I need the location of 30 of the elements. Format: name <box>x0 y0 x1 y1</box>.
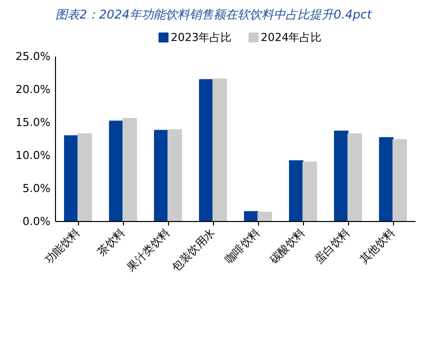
bar <box>258 212 272 222</box>
y-tick-label: 10.0% <box>16 149 51 162</box>
x-tick-label: 咖啡饮料 <box>222 226 263 266</box>
legend-label: 2023年占比 <box>170 31 232 44</box>
bar <box>212 78 227 222</box>
chart-title: 图表2：2024年功能饮料销售额在软饮料中占比提升0.4pct <box>56 8 373 22</box>
bar <box>168 129 182 222</box>
x-tick-label: 其他饮料 <box>357 226 398 266</box>
bar <box>199 79 214 222</box>
bar <box>289 160 304 222</box>
bar <box>154 130 168 222</box>
bar <box>348 133 362 222</box>
bar <box>334 130 348 222</box>
bar <box>302 162 317 222</box>
y-tick-label: 0.0% <box>22 215 51 228</box>
x-tick-label: 功能饮料 <box>42 226 83 266</box>
bar <box>78 133 92 222</box>
bar <box>64 135 78 222</box>
legend-label: 2024年占比 <box>260 31 322 44</box>
bar <box>379 137 394 222</box>
x-tick-label: 碳酸饮料 <box>266 226 308 267</box>
x-tick-label: 蛋白饮料 <box>312 226 353 266</box>
bar <box>244 211 258 222</box>
y-tick-label: 5.0% <box>22 182 51 195</box>
bar <box>122 118 137 222</box>
bar <box>392 139 407 222</box>
bar <box>109 120 124 222</box>
y-tick-label: 15.0% <box>16 116 51 129</box>
y-tick-label: 20.0% <box>16 83 51 96</box>
y-tick-label: 25.0% <box>16 50 51 63</box>
